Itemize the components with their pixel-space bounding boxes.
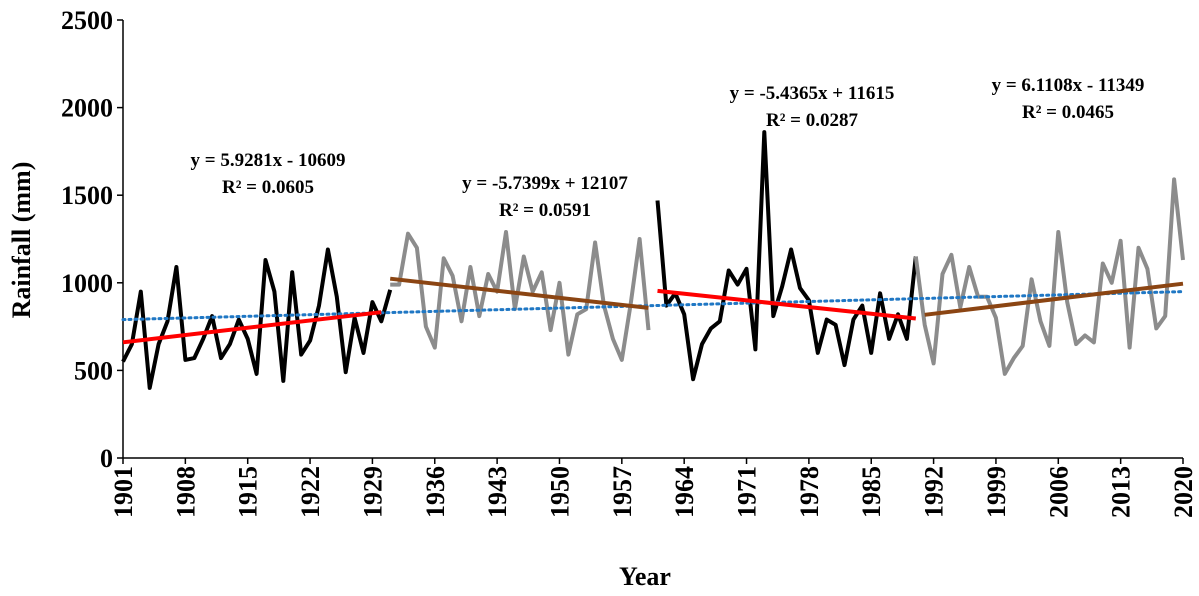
y-tick-label: 2000 [61, 94, 113, 123]
trend-equation: R² = 0.0287 [766, 110, 858, 131]
trend-line [122, 310, 382, 345]
x-tick-label: 1985 [857, 466, 886, 518]
x-tick-label: 1908 [171, 466, 200, 518]
y-axis-label: Rainfall (mm) [7, 162, 36, 319]
y-tick-label: 1000 [61, 269, 113, 298]
x-tick-label: 1901 [109, 466, 138, 518]
trend-equation: y = -5.7399x + 12107 [462, 173, 628, 194]
x-tick-label: 1915 [234, 466, 263, 518]
trend-equation: R² = 0.0465 [1022, 102, 1114, 123]
y-tick-label: 0 [100, 444, 113, 473]
trend-equation: y = -5.4365x + 11615 [730, 83, 895, 104]
trend-line [924, 281, 1184, 317]
rainfall-line [390, 230, 651, 362]
x-tick-label: 1964 [670, 466, 699, 518]
rainfall-line [913, 177, 1185, 376]
y-tick-label: 1500 [61, 181, 113, 210]
trend-line [121, 290, 1185, 322]
x-tick-label: 1922 [296, 466, 325, 518]
x-tick-label: 2013 [1107, 466, 1136, 518]
x-tick-label: 1950 [545, 466, 574, 518]
rainfall-line [121, 247, 393, 390]
trend-equation: R² = 0.0605 [222, 177, 314, 198]
x-tick-label: 1999 [982, 466, 1011, 518]
x-tick-label: 1978 [795, 466, 824, 518]
x-tick-label: 1936 [421, 466, 450, 518]
x-axis-label: Year [619, 562, 671, 591]
trend-line [389, 276, 649, 310]
trend-equation: R² = 0.0591 [499, 200, 591, 221]
x-tick-label: 2006 [1044, 466, 1073, 518]
x-tick-label: 1929 [358, 466, 387, 518]
x-tick-label: 1971 [733, 466, 762, 518]
y-tick-label: 500 [74, 356, 113, 385]
trend-line [657, 288, 917, 321]
y-tick-label: 2500 [61, 6, 113, 35]
x-tick-label: 1943 [483, 466, 512, 518]
rainfall-line [655, 130, 918, 382]
x-tick-label: 1957 [608, 466, 637, 518]
x-tick-label: 2020 [1169, 466, 1198, 518]
x-tick-label: 1992 [920, 466, 949, 518]
trend-equation: y = 5.9281x - 10609 [191, 150, 346, 171]
trend-equation: y = 6.1108x - 11349 [992, 75, 1145, 96]
